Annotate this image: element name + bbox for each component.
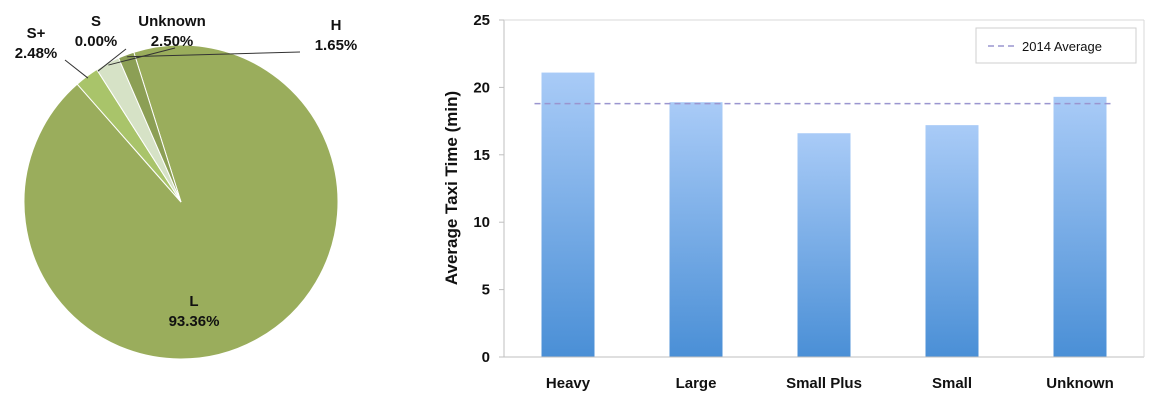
y-tick-label: 10 [473,214,490,231]
x-tick-label-unknown: Unknown [1046,375,1114,392]
y-tick-label: 0 [482,349,490,366]
bar-large [669,102,723,357]
x-axis-ticks: Heavy Large Small Plus Small Unknown [546,375,1114,392]
bar-small [925,125,979,357]
pie-value-l: 93.36% [169,313,220,330]
leader-line-s [97,48,127,72]
pie-labels: L 93.36% S+ 2.48% S 0.00% Unknown 2.50% H 1.65% [15,13,358,330]
legend: 2014 Average [975,27,1137,64]
bar-small-plus [797,133,851,357]
pie-slice-h [117,51,182,203]
y-axis-title: Average Taxi Time (min) [442,91,461,285]
pie-label-h: H [331,17,342,34]
pie-value-s-: 2.48% [15,45,58,62]
bars [541,72,1107,358]
leader-line-s- [64,59,89,79]
bar-chart: Average Taxi Time (min) 0 5 10 15 20 25 Heavy… [442,12,1145,392]
bar-unknown [1053,96,1107,357]
x-tick-label-heavy: Heavy [546,375,591,392]
pie-value-unknown: 2.50% [151,33,194,50]
pie-slices [23,44,339,360]
y-tick-label: 15 [473,147,490,164]
legend-label: 2014 Average [1022,39,1102,54]
pie-label-s-: S+ [27,25,46,42]
bar-heavy [541,72,595,358]
x-tick-label-small: Small [932,375,972,392]
leader-line-h [126,51,301,58]
pie-label-s: S [91,13,101,30]
y-axis-ticks: 0 5 10 15 20 25 [473,12,504,366]
pie-value-h: 1.65% [315,37,358,54]
y-tick-label: 25 [473,12,490,29]
x-tick-label-large: Large [676,375,717,392]
y-tick-label: 5 [482,282,490,299]
pie-value-s: 0.00% [75,33,118,50]
x-tick-label-small-plus: Small Plus [786,375,862,392]
pie-label-l: L [189,293,198,310]
y-tick-label: 20 [473,79,490,96]
pie-chart: L 93.36% S+ 2.48% S 0.00% Unknown 2.50% H 1.65% [15,13,358,360]
pie-label-unknown: Unknown [138,13,206,30]
